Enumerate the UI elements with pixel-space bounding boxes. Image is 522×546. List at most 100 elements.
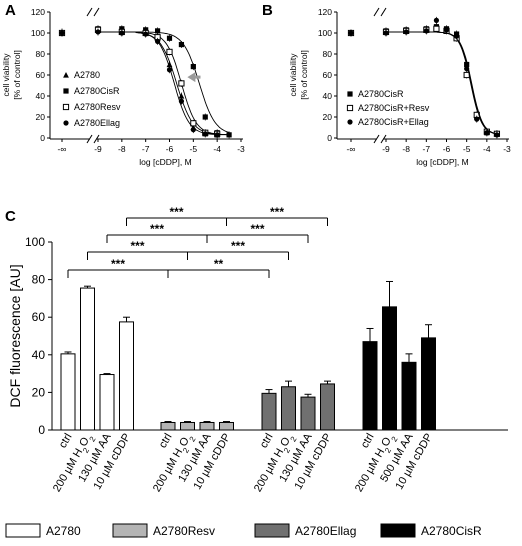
x-tick-label: -8: [118, 144, 126, 154]
x-tick-label: -3: [237, 144, 245, 154]
y-tick-label: 0: [327, 133, 332, 143]
data-point-a2780cisr-ellag: [474, 116, 480, 122]
data-point-a2780cisr-ellag: [403, 29, 409, 35]
y-tick-label: 120: [318, 7, 332, 17]
significance-label: **: [214, 257, 224, 271]
legend-swatch-a2780resv: [112, 523, 148, 538]
x-tick-label: -6: [166, 144, 174, 154]
legend-marker-a2780resv: [62, 103, 70, 111]
x-tick-label: -6: [443, 144, 451, 154]
data-point-a2780cisr: [190, 64, 196, 70]
fit-curve-a2780ellag: [98, 31, 230, 136]
y-tick-label: 40: [323, 91, 333, 101]
data-point-a2780ellag: [166, 67, 173, 73]
y-tick-label: 100: [31, 28, 45, 38]
significance-label: ***: [130, 239, 144, 253]
x-tick-label: -8: [402, 144, 410, 154]
data-point-a2780ellag: [190, 127, 196, 133]
x-tick-label: -9: [382, 144, 390, 154]
axis-break-mark: [86, 134, 93, 144]
x-tick-label: -4: [213, 144, 221, 154]
y-tick-label: 100: [25, 235, 45, 249]
panel-label-b: B: [262, 2, 273, 19]
y-tick-label: 80: [323, 49, 333, 59]
bar-a2780cisr-200-m-h2o2: [382, 306, 397, 431]
data-point-a2780cisr-ellag: [484, 130, 490, 136]
significance-label: ***: [150, 222, 164, 236]
category-label: ctrl: [57, 432, 75, 451]
legend-marker-a2780: [63, 72, 69, 78]
y-tick-label: 60: [32, 310, 46, 324]
data-point-a2780ellag: [154, 38, 161, 45]
y-tick-label: 0: [40, 133, 45, 143]
data-point-a2780: [178, 93, 185, 99]
y-tick-label: 0: [38, 423, 45, 437]
data-point-a2780cisr: [178, 41, 185, 48]
x-tick-label: -5: [463, 144, 471, 154]
data-point-a2780ellag: [202, 131, 208, 137]
x-tick-label: -7: [423, 144, 431, 154]
legend-label-a2780cisr: A2780CisR: [358, 89, 404, 99]
y-axis-title: cell viability: [1, 53, 11, 97]
legend-label-a2780resv: A2780Resv: [153, 524, 215, 538]
axis-break-mark: [93, 134, 100, 144]
y-tick-label: 60: [36, 70, 46, 80]
data-point-a2780resv: [178, 80, 185, 87]
significance-label: ***: [270, 205, 284, 219]
significance-label: ***: [169, 205, 183, 219]
legend-swatch-a2780cisr: [380, 523, 416, 538]
bar-chart-legend: A2780 A2780Resv A2780Ellag A2780CisR: [5, 523, 482, 538]
data-point-a2780: [166, 61, 173, 68]
x-tick-label: -3: [503, 144, 511, 154]
annotation-arrow-head: [187, 72, 196, 83]
x-tick-label: -4: [483, 144, 491, 154]
legend-marker-a2780cisr: [347, 91, 353, 97]
data-point-a2780cisr-ellag: [464, 66, 470, 72]
bar-a2780resv-130-m-aa: [199, 421, 215, 431]
data-point-a2780cisr-ellag: [433, 17, 440, 23]
data-point-a2780cisr-resv: [433, 25, 440, 32]
y-tick-label: 20: [36, 112, 46, 122]
data-point-a2780cisr-ellag: [453, 33, 460, 39]
data-point-a2780cisr-ellag: [494, 132, 500, 138]
axis-break-mark: [93, 7, 100, 17]
x-tick-label: -7: [142, 144, 150, 154]
data-point-a2780cisr-ellag: [443, 27, 450, 33]
category-label: ctrl: [157, 432, 175, 451]
legend-label-a2780cisr: A2780CisR: [74, 86, 120, 96]
data-point-a2780ellag: [95, 29, 101, 35]
bar-a2780ellag-200-m-h2o2: [281, 386, 296, 431]
bar-a2780-ctrl: [60, 353, 76, 431]
data-point-a2780cisr: [154, 28, 161, 34]
x-tick-label: -5: [190, 144, 198, 154]
bar-a2780cisr-ctrl: [362, 341, 378, 431]
dose-response-chart-a: 0 20 40 60 80 100 120 -∞ -9 -8 -7 -6 -5 -4 -3 log [cDDP…: [1, 7, 245, 167]
data-point-a2780cisr-ellag: [423, 28, 429, 34]
axis-break-mark: [373, 7, 380, 17]
legend-marker-a2780cisr: [63, 88, 69, 94]
legend-label-a2780ellag: A2780Ellag: [295, 524, 356, 538]
data-point-a2780cisr-ellag: [383, 30, 389, 36]
data-point-a2780cisr: [202, 114, 208, 120]
bar-a2780-200-m-h2o2: [80, 287, 95, 431]
category-label: ctrl: [359, 432, 377, 451]
y-tick-label: 100: [318, 28, 332, 38]
data-point-a2780cisr-ellag: [348, 30, 354, 36]
data-point-a2780resv: [166, 48, 173, 55]
legend-marker-a2780cisr-resv: [346, 104, 354, 112]
legend-label-a2780cisr-resv: A2780CisR+Resv: [358, 103, 430, 113]
legend-marker-a2780cisr-ellag: [347, 119, 353, 125]
y-tick-label: 80: [32, 273, 46, 287]
bar-a2780-130-m-aa: [99, 374, 115, 431]
y-tick-label: 40: [32, 348, 46, 362]
legend-label-a2780cisr: A2780CisR: [421, 524, 482, 538]
dose-response-chart-b: 0 20 40 60 80 100 120 -∞ -9 -8 -7 -6 -5 -4 -3 log [cDDP…: [288, 7, 511, 167]
data-point-a2780ellag: [178, 98, 185, 104]
data-point-a2780ellag: [119, 30, 125, 36]
axis-break-mark: [373, 134, 380, 144]
bar-a2780cisr-500-m-aa: [401, 361, 417, 431]
legend-swatch-a2780: [5, 523, 41, 538]
panel-label-a: A: [5, 2, 16, 19]
legend-label-a2780ellag: A2780Ellag: [74, 118, 120, 128]
